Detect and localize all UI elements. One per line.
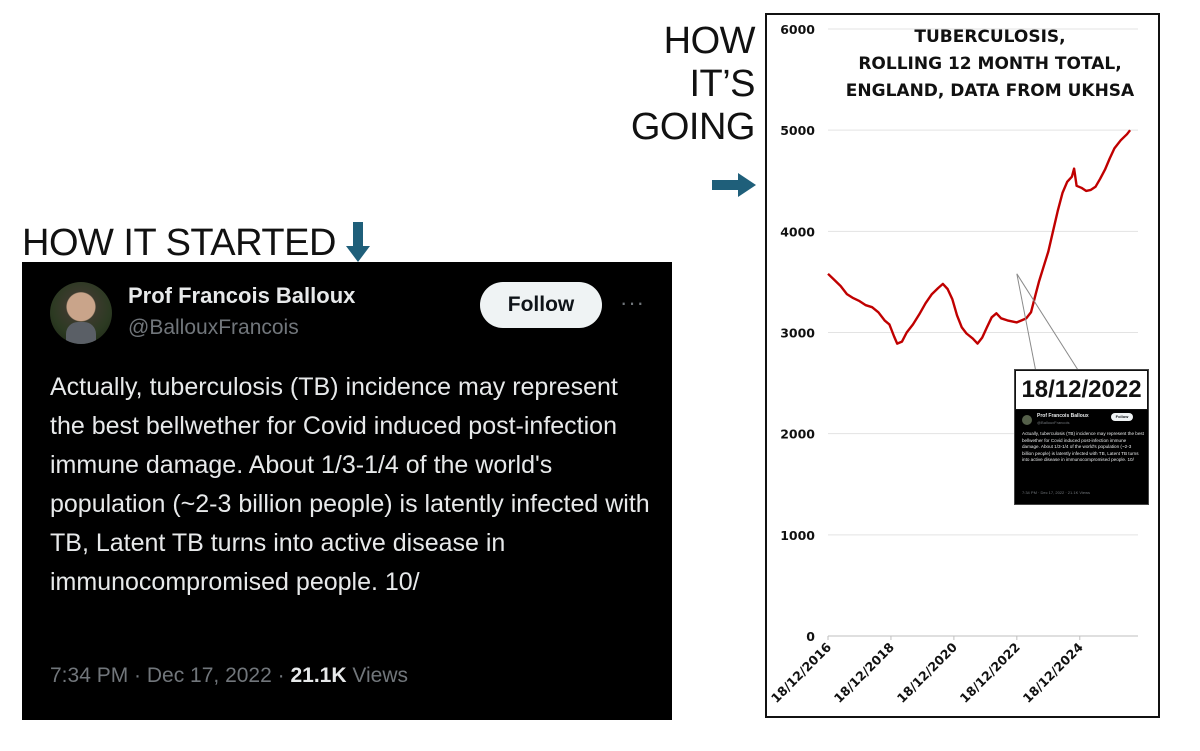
chart-frame (765, 13, 1160, 718)
chart-title: TUBERCULOSIS, ROLLING 12 MONTH TOTAL, EN… (825, 24, 1155, 105)
inset-tweet-text: Actually, tuberculosis (TB) incidence ma… (1022, 431, 1144, 463)
going-line-1: HOW (663, 20, 756, 62)
tweet-timestamp[interactable]: 7:34 PM · Dec 17, 2022 · (50, 664, 291, 687)
tweet-card[interactable]: Prof Francois Balloux @BallouxFrancois F… (22, 262, 672, 720)
chart-title-line-3: ENGLAND, DATA FROM UKHSA (845, 81, 1135, 101)
inset-author-handle: @BallouxFrancois (1037, 420, 1070, 425)
author-handle[interactable]: @BallouxFrancois (128, 316, 299, 339)
how-it-started-label: HOW IT STARTED (22, 222, 336, 264)
follow-button[interactable]: Follow (480, 282, 602, 328)
how-its-going-label: HOW IT’S GOING (595, 20, 756, 149)
inset-avatar (1022, 415, 1032, 425)
more-options-icon[interactable]: ··· (620, 290, 645, 315)
chart-title-line-2: ROLLING 12 MONTH TOTAL, (858, 54, 1122, 74)
going-line-2: IT’S (689, 63, 755, 105)
inset-follow-button: Follow (1111, 413, 1133, 421)
views-label: Views (346, 664, 408, 687)
inset-tweet: 18/12/2022 Prof Francois Balloux @Ballou… (1014, 369, 1149, 505)
inset-author-name: Prof Francois Balloux (1037, 413, 1089, 419)
tweet-text: Actually, tuberculosis (TB) incidence ma… (50, 373, 650, 596)
going-line-3: GOING (630, 106, 756, 148)
inset-tweet-meta: 7:34 PM · Dec 17, 2022 · 21.1K Views (1022, 490, 1090, 495)
views-count: 21.1K (290, 664, 347, 687)
author-name[interactable]: Prof Francois Balloux (128, 283, 356, 308)
arrow-right-icon (712, 173, 756, 197)
avatar[interactable] (50, 282, 112, 344)
inset-date-label: 18/12/2022 (1015, 370, 1148, 410)
chart-title-line-1: TUBERCULOSIS, (914, 27, 1066, 47)
arrow-down-icon (346, 222, 370, 262)
tweet-meta: 7:34 PM · Dec 17, 2022 · 21.1K Views (50, 664, 408, 688)
